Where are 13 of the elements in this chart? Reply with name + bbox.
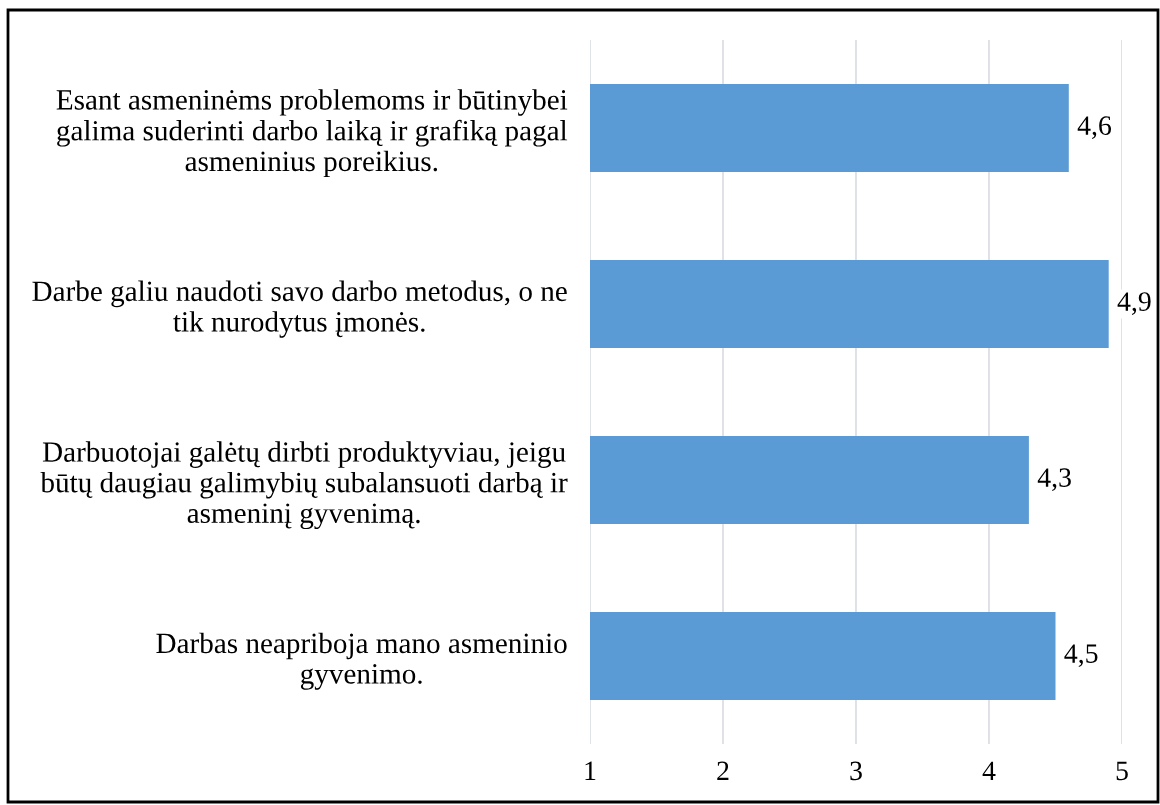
data-label: 4,3 <box>1037 468 1071 491</box>
data-label: 4,6 <box>1077 116 1112 139</box>
y-tick-label: Darbuotojai galėtų dirbti produktyviau, jeigu būtų daugiau galimybių subalansuoti darbą ir asmeninį gyvenimą. <box>40 441 568 530</box>
x-tick-label: 1 <box>585 761 596 780</box>
y-tick-label: Darbe galiu naudoti savo darbo metodus, o ne tik nurodytus įmonės. <box>32 280 567 338</box>
x-tick-label: 5 <box>1116 761 1128 781</box>
x-tick-label: 3 <box>850 761 862 781</box>
y-tick-label: Darbas neapriboja mano asmeninio gyvenimo. <box>156 632 567 690</box>
x-tick-label: 4 <box>982 761 996 780</box>
x-tick-label: 2 <box>717 761 729 780</box>
y-tick-label: Esant asmeninėms problemoms ir būtinybei galima suderinti darbo laiką ir grafiką pagal asmeninius poreikius. <box>56 89 568 178</box>
data-label: 4,5 <box>1064 644 1098 667</box>
data-label: 4,9 <box>1117 292 1151 315</box>
